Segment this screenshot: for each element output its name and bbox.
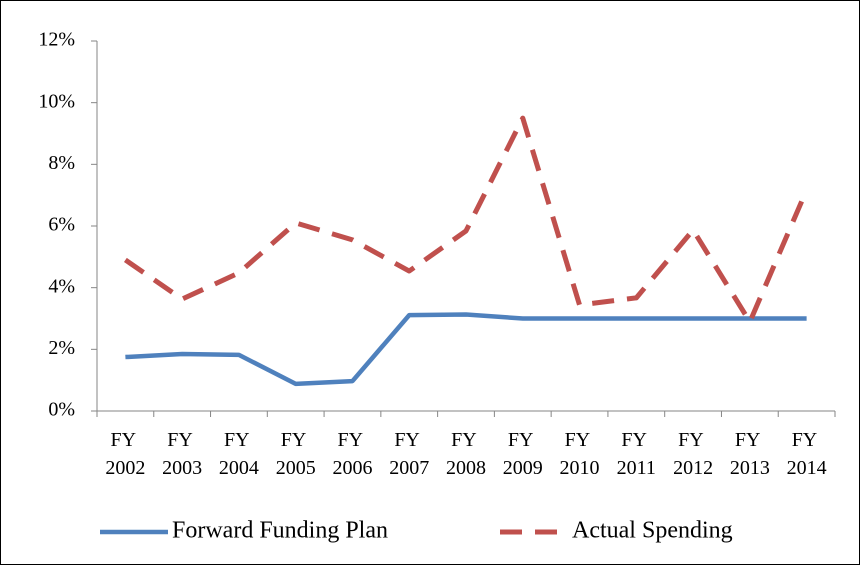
y-tick-label: 12% <box>38 29 75 51</box>
x-tick-label: FY 2009 <box>503 429 543 479</box>
y-tick-label: 8% <box>48 152 75 174</box>
x-tick-label: FY 2002 <box>105 429 145 479</box>
x-tick-label: FY 2003 <box>162 429 202 479</box>
y-tick-label: 4% <box>48 275 75 297</box>
x-tick-label: FY 2010 <box>560 429 600 479</box>
x-tick-label: FY 2007 <box>389 429 429 479</box>
legend-label: Forward Funding Plan <box>172 518 388 544</box>
series-line <box>123 115 809 325</box>
x-tick-label: FY 2013 <box>730 429 770 479</box>
x-tick-label: FY 2008 <box>446 429 486 479</box>
y-tick-label: 0% <box>48 399 75 421</box>
legend-label: Actual Spending <box>572 518 733 544</box>
x-tick-label: FY 2012 <box>673 429 713 479</box>
y-tick-label: 2% <box>48 337 75 359</box>
y-tick-label: 6% <box>48 214 75 236</box>
x-tick-label: FY 2004 <box>219 429 259 479</box>
x-tick-label: FY 2005 <box>276 429 316 479</box>
x-tick-label: FY 2014 <box>787 429 827 479</box>
y-tick-label: 10% <box>38 90 75 112</box>
x-tick-label: FY 2011 <box>617 429 656 479</box>
series-line <box>125 312 807 387</box>
x-tick-label: FY 2006 <box>332 429 372 479</box>
